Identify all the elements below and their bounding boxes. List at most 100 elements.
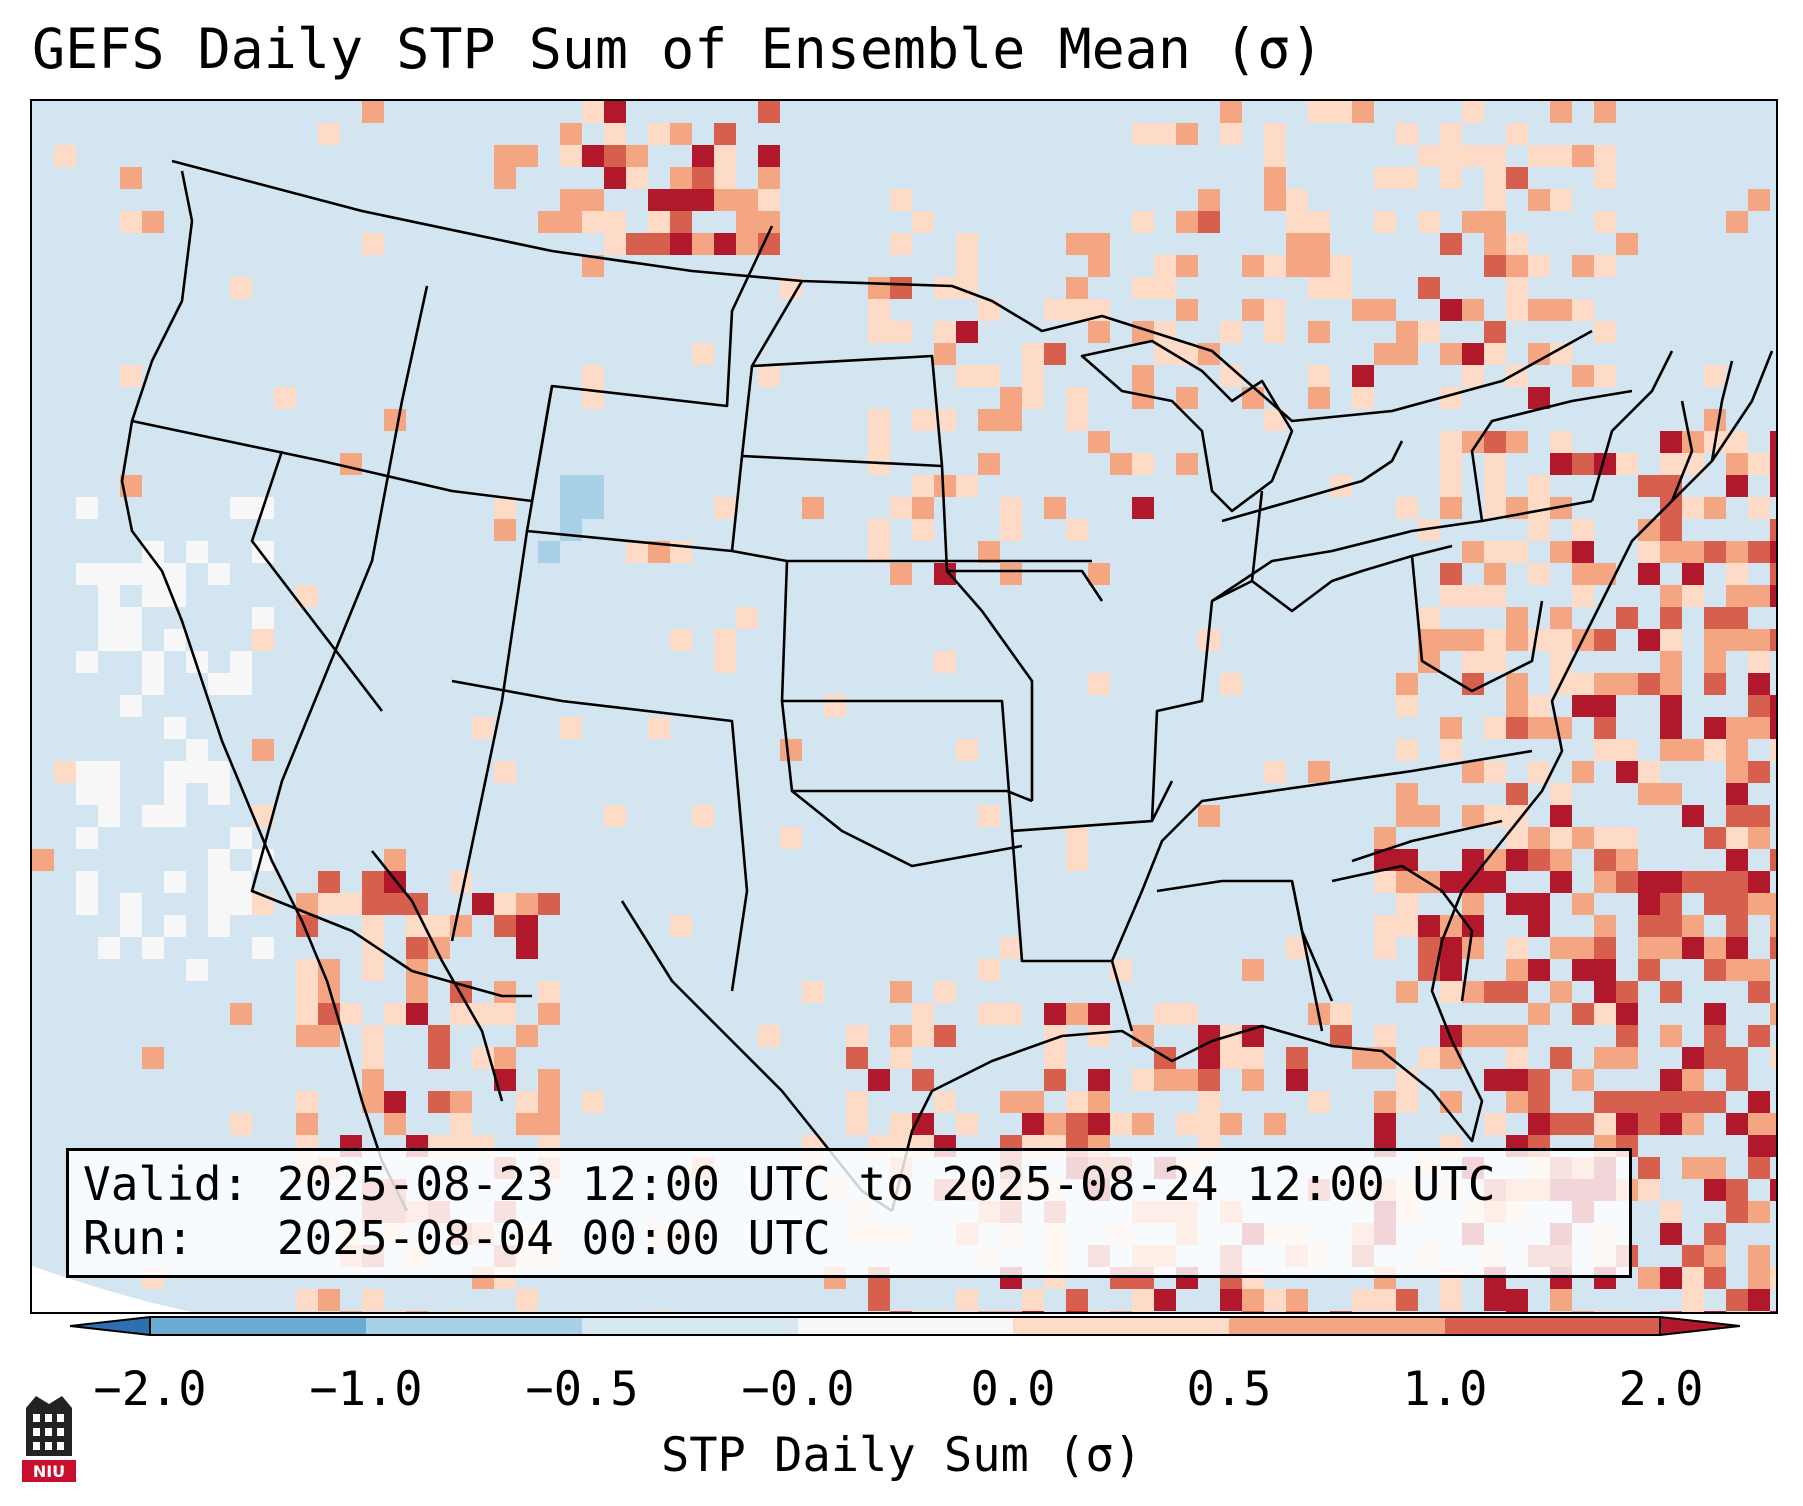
field-cell [1770,695,1776,717]
field-cell [1462,541,1484,563]
field-cell [494,981,516,1003]
field-cell [1726,629,1748,651]
field-cell [340,1311,362,1312]
field-cell [670,233,692,255]
field-cell [538,1091,560,1113]
field-cell [164,629,186,651]
field-cell [1264,167,1286,189]
field-cell [1022,343,1044,365]
field-cell [1572,541,1594,563]
field-cell [1704,1311,1726,1312]
field-cell [1572,519,1594,541]
field-cell [230,1003,252,1025]
field-cell [582,475,604,497]
valid-run-info-box: Valid: 2025-08-23 12:00 UTC to 2025-08-2… [66,1148,1632,1278]
field-cell [1594,629,1616,651]
field-cell [296,1003,318,1025]
field-cell [252,739,274,761]
field-cell [670,123,692,145]
field-cell [1396,321,1418,343]
projection-edge [32,1266,193,1312]
field-cell [692,189,714,211]
field-cell [714,189,736,211]
field-cell [1132,1069,1154,1091]
field-cell [1462,849,1484,871]
field-cell [1726,783,1748,805]
field-cell [428,1091,450,1113]
colorbar-tick-label: 2.0 [1618,1362,1704,1417]
field-cell [1132,387,1154,409]
field-cell [890,497,912,519]
field-cell [1418,145,1440,167]
field-cell [1528,1003,1550,1025]
field-cell [648,541,670,563]
field-cell [340,893,362,915]
field-cell [516,1091,538,1113]
field-cell [1748,1157,1770,1179]
field-cell [1308,761,1330,783]
field-cell [1550,871,1572,893]
field-cell [1748,1267,1770,1289]
field-cell [648,189,670,211]
field-cell [450,1311,472,1312]
field-cell [1242,1311,1264,1312]
field-cell [1220,123,1242,145]
field-cell [912,409,934,431]
field-cell [934,321,956,343]
field-cell [186,959,208,981]
colorbar-bin [150,1317,366,1335]
field-cell [1528,1069,1550,1091]
field-cell [1594,915,1616,937]
field-cell [560,497,582,519]
colorbar-tick-label: −0.5 [525,1362,639,1417]
field-cell [1440,497,1462,519]
field-cell [1220,101,1242,123]
field-cell [516,1113,538,1135]
field-cell [1264,409,1286,431]
field-cell [318,893,340,915]
field-cell [1176,299,1198,321]
field-cell [1638,893,1660,915]
field-cell [362,1289,384,1311]
field-cell [758,145,780,167]
field-cell [340,1003,362,1025]
field-cell [1176,255,1198,277]
field-cell [1528,695,1550,717]
field-cell [1396,805,1418,827]
field-cell [1660,1069,1682,1091]
field-cell [1594,101,1616,123]
field-cell [1704,1025,1726,1047]
stp-field [32,101,1776,1312]
field-cell [384,893,406,915]
field-cell [120,475,142,497]
field-cell [318,123,340,145]
field-cell [1726,1047,1748,1069]
field-cell [1704,1003,1726,1025]
field-cell [1506,783,1528,805]
field-cell [1440,1289,1462,1311]
field-cell [1770,585,1776,607]
field-cell [1374,1113,1396,1135]
field-cell [890,981,912,1003]
field-cell [1462,101,1484,123]
field-cell [582,145,604,167]
field-cell [714,233,736,255]
field-cell [1286,1047,1308,1069]
field-cell [868,321,890,343]
field-cell [1528,387,1550,409]
field-cell [1594,167,1616,189]
field-cell [1572,937,1594,959]
field-cell [1550,629,1572,651]
field-cell [1638,1113,1660,1135]
field-cell [98,937,120,959]
field-cell [1528,189,1550,211]
field-cell [1726,937,1748,959]
field-cell [846,1091,868,1113]
field-cell [1418,805,1440,827]
field-cell [1770,937,1776,959]
field-cell [670,189,692,211]
field-cell [1550,497,1572,519]
field-cell [1506,673,1528,695]
field-cell [164,805,186,827]
field-cell [802,497,824,519]
